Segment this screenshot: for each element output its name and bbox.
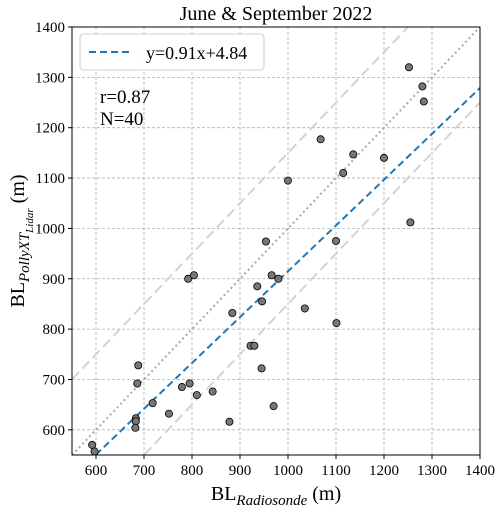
y-ticks: 600 700 800 900 1000 1100 1200 1300 1400 [35, 20, 72, 439]
data-point [131, 423, 140, 432]
y-tick-label: 700 [43, 372, 66, 388]
data-points [88, 63, 428, 455]
upper-bound-line [72, 27, 410, 381]
stat-r: r=0.87 [100, 87, 150, 108]
x-ticks: 600 700 800 900 1000 1100 1200 1300 1400 [85, 455, 495, 479]
lower-bound-line [142, 101, 480, 455]
y-tick-label: 1200 [35, 121, 65, 137]
plot-frame [71, 26, 481, 456]
x-tick-label: 700 [133, 463, 156, 479]
data-point [300, 304, 309, 313]
data-point [225, 417, 234, 426]
data-point [192, 391, 201, 400]
data-point [267, 271, 276, 280]
x-tick-label: 800 [181, 463, 204, 479]
data-point [316, 135, 325, 144]
y-tick-label: 1300 [35, 70, 65, 86]
data-point [418, 82, 427, 91]
y-axis-label: BLPollyXTLidar (m) [7, 174, 36, 307]
y-tick-label: 600 [43, 423, 66, 439]
x-axis-label: BLRadiosonde (m) [211, 483, 341, 509]
data-point [274, 274, 283, 283]
data-point [261, 237, 270, 246]
legend-label-fit: y=0.91x+4.84 [146, 43, 247, 63]
data-point [164, 409, 173, 418]
data-point [258, 297, 267, 306]
data-point [184, 274, 193, 283]
data-point [208, 387, 217, 396]
y-axis-label-sub: PollyXT [17, 231, 33, 283]
stat-n: N=40 [100, 109, 143, 130]
data-point [269, 402, 278, 411]
x-tick-label: 1200 [369, 463, 399, 479]
data-point [134, 361, 143, 370]
data-point [228, 309, 237, 318]
x-axis-label-base: BL [211, 483, 237, 505]
y-axis-label-base: BL [7, 282, 29, 308]
x-axis-label-sub: Radiosonde [235, 493, 307, 509]
data-point [250, 341, 259, 350]
y-tick-label: 1100 [36, 171, 65, 187]
x-tick-label: 900 [229, 463, 252, 479]
y-tick-label: 800 [43, 322, 66, 338]
data-point [406, 218, 415, 227]
data-point [257, 364, 266, 373]
data-point [185, 379, 194, 388]
y-tick-label: 900 [43, 272, 66, 288]
data-point [349, 150, 358, 159]
y-axis-label-unit: (m) [7, 174, 29, 208]
data-point [283, 176, 292, 185]
legend: y=0.91x+4.84 [79, 33, 265, 71]
data-point [148, 399, 157, 408]
x-axis-label-unit: (m) [307, 483, 341, 505]
fit-line-group [94, 87, 480, 455]
reference-lines [72, 27, 480, 455]
x-tick-label: 1300 [417, 463, 447, 479]
data-point [90, 447, 99, 455]
data-point [332, 319, 341, 328]
data-point [404, 63, 413, 72]
data-point [331, 236, 340, 245]
y-axis-label-sub2: Lidar [24, 208, 36, 234]
x-tick-label: 1100 [321, 463, 350, 479]
data-point [88, 440, 97, 449]
x-tick-label: 1000 [273, 463, 303, 479]
y-tick-label: 1400 [35, 20, 65, 36]
fit-line [94, 87, 480, 455]
x-tick-label: 600 [85, 463, 108, 479]
data-point [419, 97, 428, 106]
data-point [177, 383, 186, 392]
one-to-one-line [72, 27, 480, 455]
data-point [133, 379, 142, 388]
data-point [379, 153, 388, 162]
data-point [253, 282, 262, 291]
x-tick-label: 1400 [465, 463, 495, 479]
data-point [189, 271, 198, 280]
grid [72, 27, 480, 455]
legend-box [79, 33, 265, 71]
data-point [131, 417, 140, 426]
y-tick-label: 1000 [35, 221, 65, 237]
data-point [339, 169, 348, 178]
chart-title: June & September 2022 [180, 3, 373, 25]
